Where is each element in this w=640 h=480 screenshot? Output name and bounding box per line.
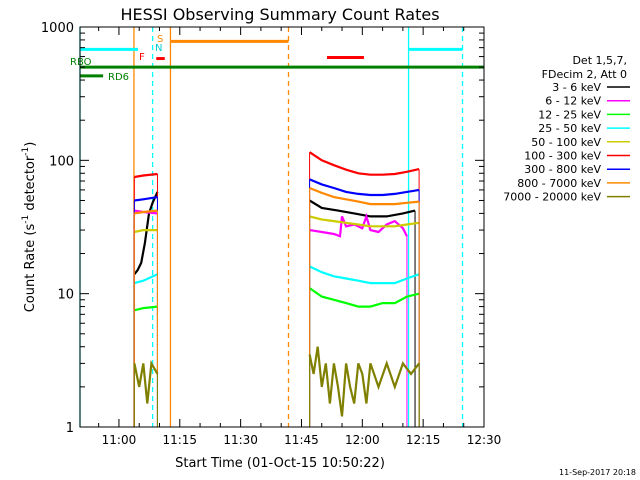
series-line-300-800keV-seg0 bbox=[134, 196, 158, 202]
x-tick-label: 12:30 bbox=[467, 433, 502, 447]
rd6-label: RD6 bbox=[108, 72, 129, 83]
series-line-12-25keV-seg0 bbox=[134, 305, 158, 312]
flag-label-s: S bbox=[157, 34, 163, 45]
series-line-12-25keV-seg1 bbox=[308, 287, 420, 308]
x-tick-label: 12:15 bbox=[406, 433, 441, 447]
series-line-25-50keV-seg0 bbox=[134, 273, 158, 285]
chart-title: HESSI Observing Summary Count Rates bbox=[120, 5, 439, 24]
series-line-7000-20000keV-seg1 bbox=[308, 346, 420, 417]
y-axis-label: Count Rate (s-1 detector-1) bbox=[21, 142, 38, 313]
legend-entry-label: 50 - 100 keV bbox=[531, 136, 601, 149]
flag-label-f: F bbox=[139, 52, 145, 63]
x-tick-label: 11:00 bbox=[102, 433, 137, 447]
series-line-7000-20000keV-seg0 bbox=[133, 359, 159, 404]
series-line-50-100keV-seg1 bbox=[309, 215, 420, 228]
legend-header: FDecim 2, Att 0 bbox=[542, 68, 627, 81]
series-line-25-50keV-seg1 bbox=[309, 265, 420, 285]
x-tick-label: 11:30 bbox=[223, 433, 258, 447]
legend-entry-label: 800 - 7000 keV bbox=[517, 177, 601, 190]
series-line-3-6keV-seg0 bbox=[133, 191, 159, 275]
legend-entry-label: 6 - 12 keV bbox=[545, 95, 601, 108]
series-line-800-7000keV-seg0 bbox=[134, 209, 158, 215]
legend-header: Det 1,5,7, bbox=[572, 54, 627, 67]
plot-frame bbox=[79, 26, 485, 428]
series-line-3-6keV-seg1 bbox=[309, 199, 416, 218]
series-line-800-7000keV-seg1 bbox=[309, 186, 420, 206]
rbo-label: RBO bbox=[70, 57, 92, 68]
legend-entry-label: 3 - 6 keV bbox=[552, 81, 601, 94]
footer-timestamp: 11-Sep-2017 20:18 bbox=[559, 468, 636, 477]
y-tick-label: 100 bbox=[49, 154, 74, 169]
series-line-100-300keV-seg0 bbox=[134, 172, 158, 179]
x-tick-label: 12:00 bbox=[345, 433, 380, 447]
y-tick-label: 1 bbox=[66, 421, 74, 436]
x-axis-label: Start Time (01-Oct-15 10:50:22) bbox=[175, 456, 385, 471]
legend-entry-label: 25 - 50 keV bbox=[538, 122, 601, 135]
x-tick-label: 11:45 bbox=[284, 433, 319, 447]
legend-entry-label: 7000 - 20000 keV bbox=[503, 191, 601, 204]
flag-label-n: N bbox=[155, 43, 162, 54]
series-line-100-300keV-seg1 bbox=[308, 151, 420, 176]
y-tick-label: 10 bbox=[57, 288, 74, 303]
series-line-50-100keV-seg0 bbox=[134, 229, 158, 234]
series-line-6-12keV-seg1 bbox=[309, 212, 408, 238]
legend-entry-label: 300 - 800 keV bbox=[524, 163, 601, 176]
y-tick-label: 1000 bbox=[41, 21, 74, 36]
series-line-300-800keV-seg1 bbox=[309, 178, 420, 197]
legend-entry-label: 12 - 25 keV bbox=[538, 108, 601, 121]
x-tick-label: 11:15 bbox=[162, 433, 197, 447]
legend-entry-label: 100 - 300 keV bbox=[524, 150, 601, 163]
